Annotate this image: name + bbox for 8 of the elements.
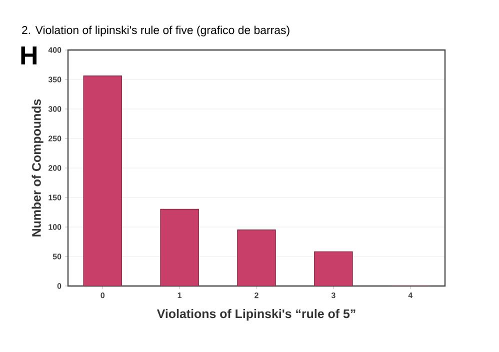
- bar: [160, 208, 199, 286]
- text: H: [21, 46, 36, 64]
- x-axis-title: Violations of Lipinski's “rule of 5”: [156, 309, 356, 321]
- bar: [314, 251, 353, 286]
- y-axis-title: Number of Compounds: [32, 99, 44, 236]
- bar: [83, 76, 122, 286]
- chart-title: 2. Violation of lipinski's rule of five (grafico de barras): [22, 26, 290, 36]
- bar: [237, 230, 276, 286]
